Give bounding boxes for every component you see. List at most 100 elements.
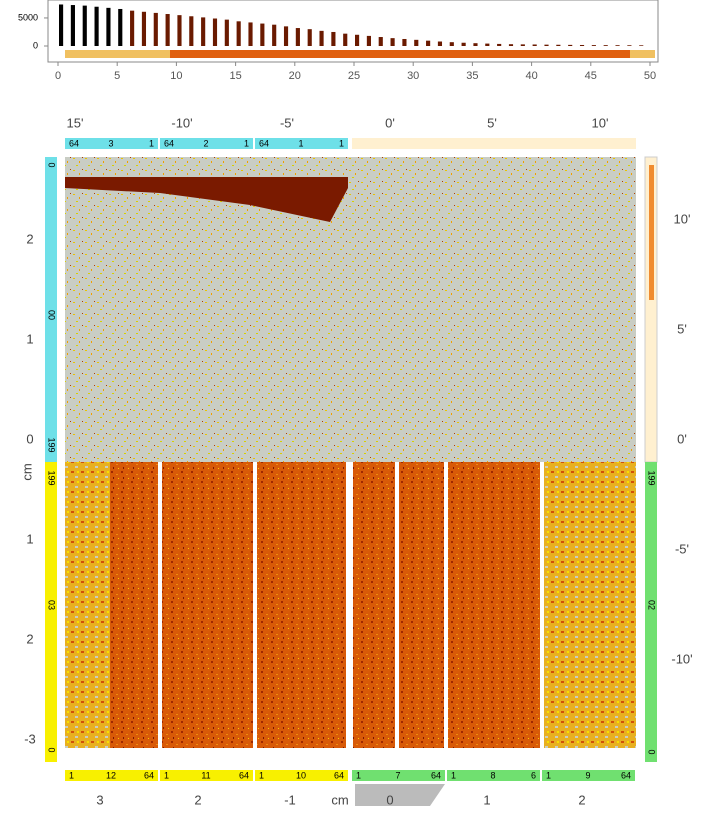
- right-axis-label: -5': [675, 541, 689, 556]
- x-tick-label: 15: [229, 70, 241, 82]
- module-label: 10: [296, 770, 306, 780]
- strip-label: 199: [47, 470, 57, 485]
- bottom-axis-label: -1: [284, 792, 296, 807]
- right-axis-label: 5': [677, 321, 687, 336]
- bar: [141, 11, 147, 47]
- bar: [378, 37, 383, 46]
- x-tick-label: 20: [289, 70, 301, 82]
- bar: [260, 23, 265, 46]
- module-label: 1: [356, 770, 361, 780]
- module-label: 9: [585, 770, 590, 780]
- left-axis-label: 1: [26, 331, 33, 346]
- module-label: 11: [201, 770, 210, 780]
- module-label: 1: [69, 770, 74, 780]
- bar: [94, 6, 99, 46]
- left-axis-label: 2: [26, 231, 33, 246]
- bar: [544, 44, 549, 46]
- bar: [70, 5, 75, 46]
- module-label: 1: [149, 138, 154, 148]
- bottom-axis-unit: cm: [331, 792, 348, 807]
- module-label: 1: [339, 138, 344, 148]
- module-tab: [447, 770, 540, 781]
- x-tick-label: 35: [466, 70, 478, 82]
- module-label: 64: [144, 770, 154, 780]
- upper-plane: [65, 157, 636, 462]
- bar: [212, 18, 218, 46]
- bar: [189, 16, 194, 46]
- module-tab: [542, 770, 635, 781]
- color-scale-part: [170, 50, 630, 58]
- y-tick-label: 5000: [18, 12, 38, 22]
- bar: [355, 34, 360, 46]
- bar: [153, 12, 158, 46]
- x-tick-label: 10: [170, 70, 182, 82]
- bar: [331, 31, 336, 46]
- bar: [473, 43, 478, 46]
- module-label: 6: [531, 770, 536, 780]
- module-tab: [352, 770, 445, 781]
- module-label: 1: [244, 138, 249, 148]
- module-label: 12: [106, 770, 116, 780]
- edge-region: [65, 462, 110, 748]
- bar: [283, 26, 289, 46]
- top-axis-label: 15': [67, 115, 84, 130]
- bar: [627, 45, 632, 46]
- bar: [568, 44, 573, 46]
- right-axis-label: -10': [671, 651, 692, 666]
- module-label: 2: [203, 138, 208, 148]
- bar: [295, 28, 300, 46]
- top-axis-label: -5': [280, 115, 294, 130]
- module-label: 1: [451, 770, 456, 780]
- histogram-frame: [47, 0, 659, 63]
- x-tick-label: 0: [55, 70, 61, 82]
- bar: [201, 17, 206, 46]
- strip-label: 0: [47, 162, 57, 167]
- module-label: 64: [164, 138, 174, 148]
- edge-region: [540, 462, 636, 748]
- gap: [158, 462, 162, 748]
- gap: [444, 462, 448, 748]
- strip-label: 0: [47, 747, 57, 752]
- x-tick-label: 50: [644, 70, 656, 82]
- bar: [366, 35, 371, 46]
- y-tick-label: 0: [33, 40, 38, 50]
- module-label: 3: [108, 138, 113, 148]
- module-label: 64: [69, 138, 79, 148]
- bottom-axis-label: 2: [194, 792, 201, 807]
- bar: [224, 19, 229, 46]
- bar: [319, 30, 324, 46]
- x-tick-label: 25: [348, 70, 360, 82]
- strip-label: 199: [47, 437, 57, 452]
- bar: [615, 45, 620, 46]
- scale-marker: [355, 784, 445, 806]
- bar: [603, 45, 608, 46]
- module-label: 64: [334, 770, 344, 780]
- bar: [532, 44, 537, 46]
- bar: [497, 43, 502, 46]
- strip-label: 02: [647, 600, 657, 610]
- strip-label: 199: [647, 470, 657, 485]
- gap: [253, 462, 257, 748]
- module-tab: [65, 770, 158, 781]
- module-label: 1: [546, 770, 551, 780]
- left-strip-upper: [45, 157, 57, 462]
- module-label: 64: [621, 770, 631, 780]
- top-axis-label: 10': [592, 115, 609, 130]
- bar: [343, 33, 348, 46]
- bar: [59, 4, 64, 47]
- bar: [248, 22, 253, 46]
- bar: [106, 7, 111, 46]
- gap: [395, 462, 399, 748]
- x-tick-label: 40: [525, 70, 537, 82]
- x-tick-label: 30: [407, 70, 419, 82]
- module-label: 7: [395, 770, 400, 780]
- left-axis-label: 2: [26, 631, 33, 646]
- module-label: 64: [239, 770, 249, 780]
- bar: [520, 44, 525, 46]
- module-label: 64: [431, 770, 441, 780]
- bar: [579, 44, 585, 46]
- module-tab: [255, 770, 348, 781]
- module-label: 64: [259, 138, 269, 148]
- bar: [639, 45, 644, 46]
